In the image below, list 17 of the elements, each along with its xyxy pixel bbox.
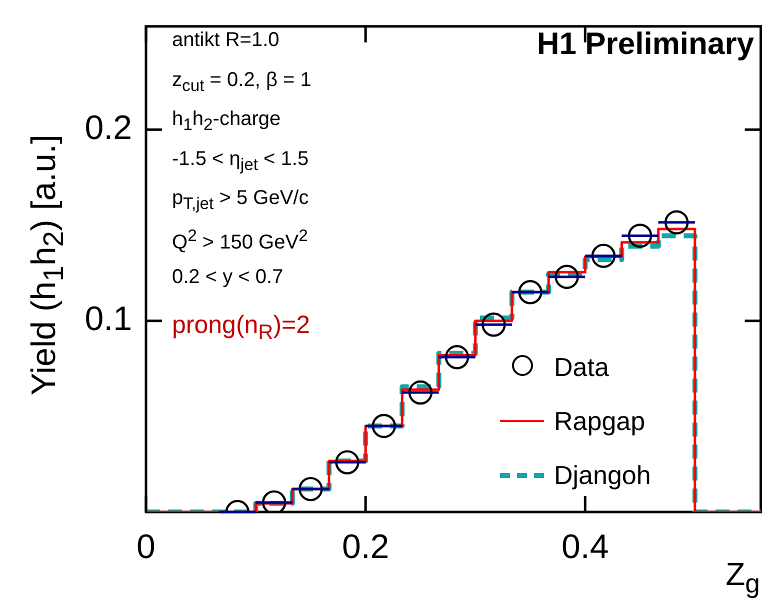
annotation: z$_{cut}$ = 0.2, β = 1 (172, 68, 312, 96)
legend-label: Djangoh (554, 460, 651, 490)
annotation: antikt R=1.0 (172, 29, 280, 53)
chart-title: H1 Preliminary (536, 26, 754, 62)
x-axis-title: Z$_{g}$ (726, 556, 760, 600)
x-tick-label: 0.2 (342, 528, 390, 566)
x-tick-label: 0.4 (562, 528, 609, 566)
annotation: p$_{T,jet}$ > 5 GeV/c (172, 187, 309, 213)
annotation: Q$^{2}$ > 150 GeV$^{2}$ (172, 226, 309, 256)
x-tick-label: 0 (136, 528, 156, 566)
annotation: -1.5 < η$_{jet}$ < 1.5 (172, 148, 310, 176)
y-tick-label: 0.1 (84, 300, 132, 338)
legend-label: Rapgap (554, 406, 646, 436)
legend-label: Data (554, 352, 609, 382)
annotation: prong(n$_{R}$)=2 (172, 310, 312, 346)
annotation: 0.2 < y < 0.7 (172, 266, 284, 290)
annotation: h$_{1}$h$_{2}$-charge (172, 108, 282, 136)
